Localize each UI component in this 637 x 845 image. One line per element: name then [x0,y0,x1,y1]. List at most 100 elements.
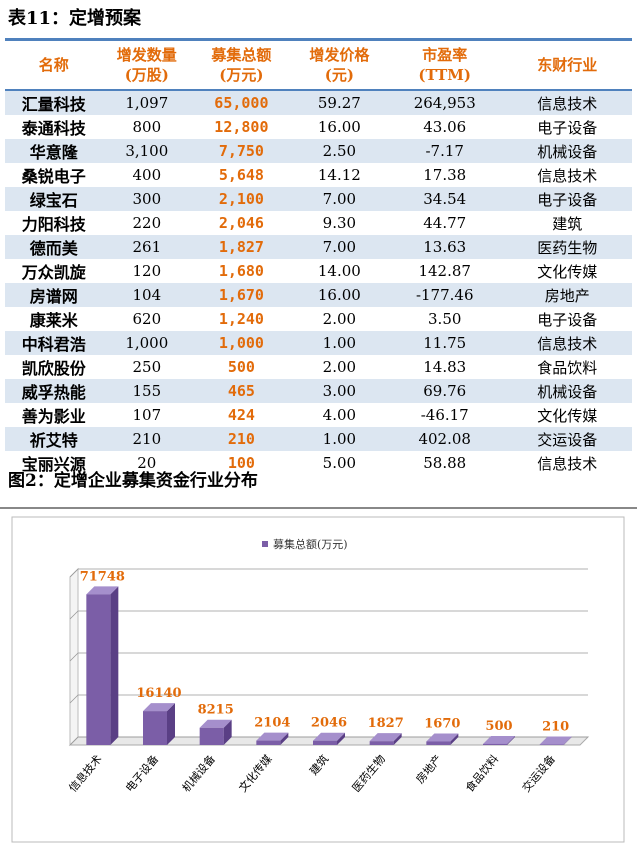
table-row: 华意隆 3,100 7,750 2.50 -7.17 机械设备 [5,139,632,163]
table-cell: 1,680 [218,262,264,280]
data-label: 210 [542,720,569,735]
column-header: 增发价格 (元) [291,39,388,91]
table-cell: 58.88 [423,454,467,472]
table-cell: 1,240 [218,310,264,328]
table-cell: 康莱米 [29,311,78,330]
table-title: 表11：定增预案 [8,8,142,29]
header-line: 增发数量 [116,46,177,64]
data-label: 1827 [368,716,404,731]
bar [313,740,337,745]
header-line: (TTM) [418,66,472,84]
table-cell: 善为影业 [21,407,86,426]
table-cell: 房地产 [502,283,632,307]
header-line: 增发价格 [309,46,370,64]
data-label: 16140 [136,686,181,701]
bar-top [143,703,175,712]
table-row: 绿宝石 300 2,100 7.00 34.54 电子设备 [5,187,632,211]
table-cell: 261 [102,235,192,259]
table-row: 房谱网 104 1,670 16.00 -177.46 房地产 [5,283,632,307]
bar-top [199,719,232,728]
table-row: 汇量科技 1,097 65,000 59.27 264,953 信息技术 [5,90,632,115]
column-header: 名称 [5,39,103,91]
table-cell: 宝丽兴源 [21,455,86,474]
table-cell: 电子设备 [537,310,598,329]
table-cell: 汇量科技 [5,90,103,115]
table-cell: 力阳科技 [21,215,86,234]
header-line: 东财行业 [537,56,598,74]
column-header: 市盈率 (TTM) [387,39,503,91]
bar [143,711,167,745]
header-line: (元) [324,66,354,84]
bar-top [369,733,402,742]
bar [426,741,451,745]
bar-top [86,586,119,595]
table-cell: 信息技术 [502,90,632,115]
bar [369,741,394,745]
bar-top [426,733,459,742]
table-cell: -46.17 [420,406,469,424]
bar-side [563,736,572,745]
table-cell: 信息技术 [537,454,598,473]
table-cell: 万众凯旋 [21,263,86,282]
table-cell: 800 [132,118,162,136]
grid-line [69,652,588,662]
table-cell: 中科君浩 [5,331,103,355]
table-row: 泰通科技 800 12,800 16.00 43.06 电子设备 [5,115,632,139]
bar-side [280,732,289,745]
table-cell: 祈艾特 [5,427,103,451]
table-row: 威孚热能 155 465 3.00 69.76 机械设备 [5,379,632,403]
table-cell: 电子设备 [537,118,598,137]
table-cell: 100 [227,454,255,472]
table-cell: 2.00 [322,310,357,328]
table-cell: 402.08 [387,427,503,451]
grid-line [69,610,588,620]
column-header: 募集总额 (万元) [191,39,292,91]
table-cell: 107 [132,406,162,424]
table-cell: 文化传媒 [537,406,598,425]
bar-top [483,735,515,744]
table-cell: 文化传媒 [537,262,598,281]
table-row: 善为影业 107 424 4.00 -46.17 文化传媒 [5,403,632,427]
column-header: 增发数量 (万股) [102,39,192,91]
table-cell: 1,097 [102,90,192,115]
table-cell: 500 [227,358,255,376]
grid-line [69,568,588,578]
table-cell: 220 [132,214,162,232]
bar-side [450,733,459,745]
table-cell: 机械设备 [502,379,632,403]
table-cell: 食品饮料 [537,358,598,377]
table-cell: 1,000 [191,331,292,355]
table-cell: 2,100 [191,187,292,211]
bar-side [393,733,402,745]
data-label: 2104 [254,716,290,731]
table-cell: 信息技术 [537,166,598,185]
table-cell: 建筑 [552,214,583,233]
table-cell: 465 [191,379,292,403]
table-cell: 泰通科技 [21,119,86,138]
table-cell: 14.83 [423,358,467,376]
table-cell: 59.27 [291,90,388,115]
table-cell: 155 [102,379,192,403]
table-cell: 4.00 [322,406,357,424]
figure-title: 图2：定增企业募集资金行业分布 [8,471,258,491]
bar [256,740,281,745]
table-cell: 5,648 [218,166,264,184]
legend-label: 募集总额(万元) [273,537,348,551]
table-cell: 华意隆 [5,139,103,163]
table-cell: 11.75 [387,331,503,355]
table-row: 宝丽兴源 20 100 5.00 58.88 信息技术 [5,451,632,475]
table-cell: 1,827 [191,235,292,259]
bar-side [337,732,345,745]
table-cell: 7.00 [291,235,388,259]
table-cell: 2,046 [218,214,264,232]
table-cell: 20 [137,454,157,472]
table-cell: 14.12 [317,166,361,184]
bar-top [256,732,289,741]
table-cell: 1.00 [291,427,388,451]
header-line: (万元) [219,66,264,84]
bar [199,727,224,745]
data-label: 71748 [80,569,125,584]
table-cell: 桑锐电子 [21,167,86,186]
bar-top [539,736,572,745]
